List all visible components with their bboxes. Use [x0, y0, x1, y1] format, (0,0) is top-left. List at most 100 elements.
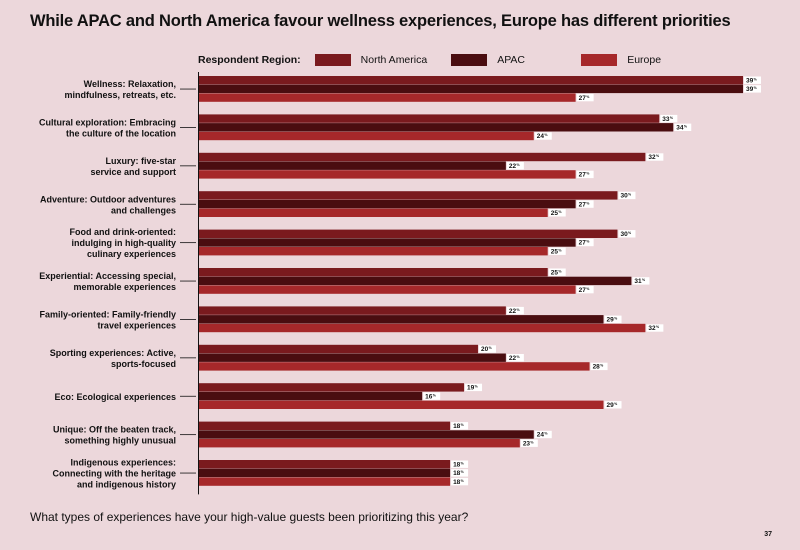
value-label-unit: %: [516, 163, 520, 167]
value-label-unit: %: [461, 470, 465, 474]
legend-item-europe: Europe: [581, 54, 687, 66]
value-label-bg: [506, 306, 524, 315]
value-label-unit: %: [600, 364, 604, 368]
value-label-bg: [660, 114, 678, 123]
category-label: Luxury: five-star: [105, 156, 176, 166]
value-label-bg: [744, 85, 761, 93]
category-label: and indigenous history: [77, 480, 176, 490]
bar: [199, 468, 451, 478]
value-label-unit: %: [475, 385, 479, 389]
bar-chart: Wellness: Relaxation,mindfulness, retrea…: [39, 72, 761, 495]
bar: [199, 391, 423, 401]
value-label-unit: %: [754, 86, 758, 90]
page-number: 37: [764, 531, 772, 538]
category-label: travel experiences: [97, 320, 176, 330]
value-label-unit: %: [544, 432, 548, 436]
value-label: 27: [579, 95, 587, 102]
category-label: Indigenous experiences:: [70, 458, 176, 468]
value-label-bg: [451, 460, 469, 468]
bar: [199, 114, 660, 123]
value-label: 25: [551, 210, 559, 217]
value-label-bg: [451, 469, 469, 477]
value-label-unit: %: [586, 201, 590, 205]
legend-item-apac: APAC: [451, 54, 557, 66]
value-label: 18: [453, 470, 461, 477]
value-label-unit: %: [614, 317, 618, 321]
bar: [199, 344, 478, 354]
legend-swatch-europe: [581, 54, 618, 66]
value-label: 18: [453, 461, 461, 468]
bar: [199, 421, 451, 430]
value-label-bg: [646, 324, 664, 332]
chart-title: While APAC and North America favour well…: [30, 12, 731, 30]
category-label: Wellness: Relaxation,: [84, 79, 176, 89]
value-label-bg: [618, 230, 636, 238]
category-label: Sporting experiences: Active,: [50, 348, 176, 358]
value-label-unit: %: [586, 287, 590, 291]
category-label: Connecting with the heritage: [52, 469, 176, 479]
bar: [199, 238, 576, 247]
value-label: 22: [509, 355, 517, 362]
bar: [199, 229, 618, 238]
category-label: the culture of the location: [66, 128, 176, 138]
value-label-unit: %: [461, 479, 465, 483]
value-label: 18: [453, 479, 461, 486]
bar: [199, 199, 576, 209]
value-label-bg: [548, 209, 566, 217]
value-label-bg: [744, 76, 761, 84]
value-label-bg: [478, 345, 496, 353]
bar: [199, 76, 743, 85]
value-label-unit: %: [586, 172, 590, 176]
value-label-bg: [632, 277, 650, 285]
value-label-unit: %: [628, 193, 632, 197]
bar: [199, 323, 646, 333]
category-label: indulging in high-quality: [72, 238, 176, 248]
value-label-bg: [646, 153, 664, 161]
value-label-unit: %: [670, 116, 674, 120]
value-label: 29: [607, 402, 615, 409]
category-label: Adventure: Outdoor adventures: [40, 194, 176, 204]
value-label: 30: [620, 231, 628, 238]
value-label-unit: %: [656, 325, 660, 329]
category-label: Cultural exploration: Embracing: [39, 117, 176, 127]
value-label-unit: %: [684, 125, 688, 129]
value-label: 30: [620, 193, 628, 200]
value-label-unit: %: [586, 95, 590, 99]
value-label-bg: [465, 383, 483, 392]
value-label: 32: [648, 325, 656, 332]
bar: [199, 131, 534, 141]
value-label-bg: [506, 354, 524, 362]
value-label-bg: [534, 430, 552, 439]
bar: [199, 306, 506, 315]
value-label-bg: [548, 247, 566, 255]
bar: [199, 152, 646, 162]
value-label: 16: [425, 393, 433, 400]
bar: [199, 170, 576, 179]
value-label-unit: %: [754, 77, 758, 81]
legend: Respondent Region: North America APAC Eu…: [198, 52, 711, 68]
value-label: 25: [551, 248, 559, 255]
value-label: 24: [537, 432, 545, 439]
value-label: 18: [453, 423, 461, 430]
category-label: sports-focused: [111, 359, 176, 369]
value-label-unit: %: [516, 308, 520, 312]
legend-label: Europe: [627, 54, 662, 66]
category-label: Unique: Off the beaten track,: [53, 425, 176, 435]
value-label: 32: [648, 154, 656, 161]
value-label: 27: [579, 240, 587, 247]
category-label: Eco: Ecological experiences: [54, 392, 176, 402]
value-label-bg: [576, 170, 594, 179]
value-label: 27: [579, 201, 587, 208]
bar: [199, 123, 674, 132]
bar: [199, 477, 451, 486]
value-label-unit: %: [642, 278, 646, 282]
value-label: 29: [607, 317, 615, 324]
value-label: 27: [579, 172, 587, 179]
value-label-unit: %: [628, 231, 632, 235]
value-label-unit: %: [656, 154, 660, 158]
value-label-bg: [576, 238, 594, 247]
bar: [199, 247, 548, 256]
bar: [199, 161, 506, 170]
category-label: Family-oriented: Family-friendly: [39, 309, 176, 319]
value-label-unit: %: [614, 402, 618, 406]
